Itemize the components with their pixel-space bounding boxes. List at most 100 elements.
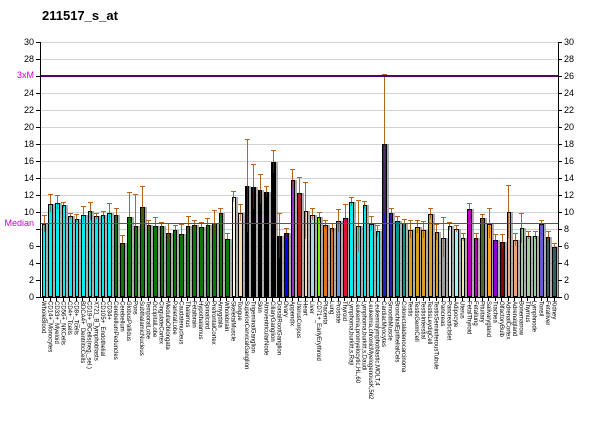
tissue-label: Liver <box>308 301 315 315</box>
tissue-label: Pons <box>131 301 138 315</box>
error-bar-lower <box>279 235 281 258</box>
error-bar-upper <box>488 209 490 224</box>
error-bar-cap <box>264 185 270 187</box>
tissue-label: AdrenalCortex <box>504 301 511 340</box>
tissue-label: Heart <box>301 301 308 316</box>
y-tick-right <box>558 229 562 230</box>
bar <box>434 232 440 297</box>
x-tick <box>174 298 176 301</box>
x-tick <box>331 298 333 301</box>
x-tick <box>89 298 90 301</box>
tissue-label: WholeBlood <box>39 301 46 334</box>
tissue-label: Testis <box>406 301 413 317</box>
error-bar-upper <box>547 231 549 237</box>
x-tick <box>43 298 45 301</box>
bar <box>414 227 420 297</box>
median-line <box>41 223 558 225</box>
x-tick <box>337 298 339 301</box>
error-bar-upper <box>501 234 503 242</box>
tissue-label: Lymphoma,burkitt,s,Daudi <box>360 301 367 371</box>
error-bar-lower <box>63 205 65 208</box>
error-bar-cap <box>525 231 531 233</box>
tissue-label: Leukemia,chronicMyelogenousK,562 <box>367 301 374 400</box>
x-tick <box>160 298 162 301</box>
tissue-label: TestisSeminiferousTubule <box>432 301 439 370</box>
x-tick <box>252 298 254 301</box>
error-bar-upper <box>325 220 327 225</box>
x-tick <box>422 298 424 301</box>
y-axis-label-left: 4 <box>28 258 34 268</box>
tissue-label: Leukemia,promyelocytic,HL,60 <box>354 301 361 384</box>
error-bar-upper <box>285 229 287 234</box>
error-bar-lower <box>148 224 150 229</box>
error-bar-lower <box>174 229 176 234</box>
bar <box>316 217 322 297</box>
error-bar-upper <box>272 150 274 162</box>
x-tick <box>75 298 77 301</box>
y-axis-label-right: 18 <box>564 139 575 149</box>
error-bar-upper <box>298 178 300 194</box>
tissue-label: PancreaticIslet <box>445 301 452 341</box>
error-bar-upper <box>541 221 543 224</box>
y-axis-label-right: 12 <box>564 190 575 200</box>
x-tick <box>272 298 274 301</box>
error-bar-upper <box>292 170 294 180</box>
tissue-label: Thalamus <box>183 301 190 328</box>
error-bar-upper <box>279 213 281 236</box>
error-bar-cap <box>460 233 466 235</box>
error-bar-upper <box>344 205 346 218</box>
bar <box>238 212 243 297</box>
error-bar-lower <box>554 246 556 250</box>
x-tick <box>298 298 300 301</box>
error-bar-upper <box>370 217 372 224</box>
tissue-label: Caudatenucleus <box>177 301 184 345</box>
error-bar-upper <box>253 165 255 188</box>
bar <box>54 202 60 297</box>
tissue-label: Fetalbrain <box>190 301 197 328</box>
x-tick <box>429 298 431 301</box>
y-axis-label-right: 20 <box>564 122 575 132</box>
error-bar-cap <box>440 216 446 218</box>
tissue-label: Placenta <box>321 301 328 325</box>
error-bar-cap <box>205 217 211 219</box>
error-bar-cap <box>120 234 126 236</box>
bar <box>323 224 328 297</box>
error-bar-lower <box>331 228 333 233</box>
error-bar-upper <box>174 226 176 230</box>
tissue-label: Colorectaladenocarcinoma <box>399 301 406 373</box>
error-bar-lower <box>521 228 523 243</box>
x-tick <box>265 298 267 301</box>
error-bar-upper <box>187 217 189 226</box>
error-bar-lower <box>161 226 163 230</box>
error-bar-lower <box>357 226 359 252</box>
error-bar-cap <box>283 228 289 229</box>
tissue-label: SubthalamicNucleus <box>138 301 145 356</box>
error-bar-upper <box>521 213 523 229</box>
bar <box>198 227 204 297</box>
error-bar-lower <box>338 221 340 233</box>
y-axis-label-left: 20 <box>23 122 34 132</box>
error-bar-lower <box>298 193 300 209</box>
tissue-label: MedullaOblongata <box>164 301 171 350</box>
error-bar-cap <box>218 208 224 210</box>
y-axis-label-left: 24 <box>23 88 34 98</box>
y-tick-left <box>36 161 40 162</box>
y-tick-right <box>558 263 562 264</box>
error-bar-lower <box>69 216 71 219</box>
error-bar-upper <box>96 213 98 217</box>
threexm-line <box>41 75 558 78</box>
tissue-label: CD34+ <box>105 301 112 320</box>
tissue-label: Cerebellum <box>118 301 125 332</box>
tissue-label: GlobusPallidus <box>124 301 131 342</box>
error-bar-lower <box>384 144 385 213</box>
plot-area <box>40 42 559 298</box>
error-bar-cap <box>126 192 132 194</box>
error-bar-cap <box>382 74 387 76</box>
error-bar-upper <box>213 211 215 224</box>
error-bar-lower <box>547 236 549 242</box>
error-bar-lower <box>462 237 464 241</box>
tissue-label: BronchialEpithelialCels <box>393 301 400 363</box>
bar <box>375 230 381 297</box>
error-bar-upper <box>115 208 117 216</box>
y-tick-right <box>558 280 562 281</box>
